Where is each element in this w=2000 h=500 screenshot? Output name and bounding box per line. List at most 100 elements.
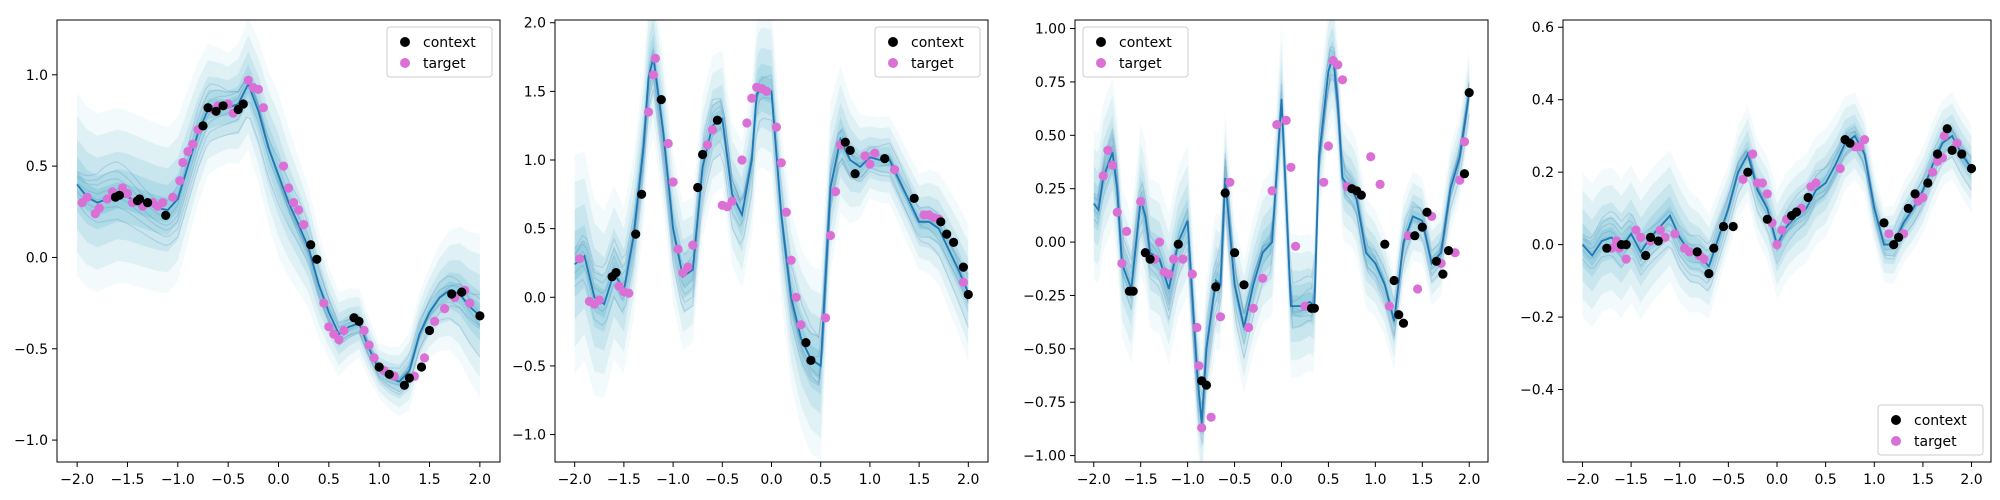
context-point	[399, 380, 409, 390]
y-tick-label: 0.25	[1035, 182, 1066, 198]
context-point	[840, 137, 850, 147]
y-tick-label: 0.75	[1035, 75, 1066, 91]
target-point	[648, 70, 659, 80]
target-point	[1762, 189, 1772, 199]
x-tick-label: 2.0	[957, 472, 979, 488]
target-point	[1384, 301, 1394, 311]
legend-target-marker	[888, 58, 898, 68]
legend-context-marker	[1891, 415, 1901, 425]
x-tick-label: 0.5	[1815, 472, 1837, 488]
x-tick-label: 1.0	[368, 472, 390, 488]
target-point	[1655, 225, 1665, 235]
context-point	[1417, 222, 1427, 232]
context-point	[801, 338, 811, 348]
context-point	[1309, 303, 1319, 313]
plot-area	[1581, 92, 1977, 328]
context-point	[1239, 280, 1249, 290]
target-point	[1403, 231, 1413, 241]
target-point	[1928, 167, 1938, 177]
context-point	[880, 154, 890, 164]
target-point	[668, 177, 678, 187]
x-tick-label: 1.0	[1863, 472, 1885, 488]
target-point	[1811, 178, 1821, 188]
context-point	[1942, 124, 1952, 134]
context-point	[135, 194, 145, 204]
context-point	[1173, 239, 1183, 249]
chart-panel-1: −2.0 −1.5 −1.0 −0.5 0.0 0.5 1.0 1.5 2.0 −1.0 −0.5 0…	[14, 19, 501, 488]
y-tick-label: −0.25	[1023, 288, 1066, 304]
target-point	[1122, 226, 1132, 236]
context-point	[1728, 221, 1738, 232]
target-point	[796, 320, 806, 330]
sample-curve	[574, 49, 969, 339]
legend-target-marker	[1891, 436, 1901, 446]
y-tick-label: −0.50	[1023, 342, 1066, 358]
target-point	[1772, 240, 1782, 250]
x-tick-label: −1.0	[1663, 472, 1697, 488]
target-point	[1164, 269, 1174, 279]
context-point	[1431, 256, 1441, 266]
context-point	[416, 362, 427, 372]
y-tick-label: −0.5	[512, 359, 546, 375]
context-point	[1910, 189, 1920, 199]
y-tick-label: −0.75	[1023, 395, 1066, 411]
chart-panel-3: −2.0 −1.5 −1.0 −0.5 0.0 0.5 1.0 1.5 2.0 −1.00 −0.7…	[1023, 19, 1489, 488]
context-point	[457, 287, 467, 297]
target-point	[1333, 60, 1343, 70]
target-point	[1169, 254, 1179, 264]
context-point	[374, 362, 384, 372]
target-point	[1459, 137, 1470, 147]
target-point	[776, 158, 786, 168]
target-point	[1670, 229, 1680, 239]
target-point	[359, 325, 369, 336]
context-point	[958, 262, 969, 272]
target-point	[742, 118, 752, 128]
y-tick-label: 0.0	[1532, 238, 1554, 254]
uncertainty-band	[574, 20, 969, 438]
target-point	[1631, 225, 1641, 235]
target-point	[1286, 162, 1296, 172]
target-point	[1777, 225, 1787, 235]
context-point	[1957, 149, 1967, 159]
context-point	[1709, 243, 1719, 253]
context-point	[1422, 207, 1432, 217]
target-point	[1194, 361, 1204, 371]
target-point	[1154, 237, 1165, 247]
y-tick-label: 1.0	[26, 68, 48, 84]
x-tick-label: −0.5	[211, 472, 245, 488]
target-point	[1281, 115, 1291, 125]
target-point	[1206, 412, 1216, 422]
target-point	[1918, 192, 1928, 203]
y-tick-label: 0.5	[26, 159, 48, 175]
target-point	[727, 196, 737, 206]
target-point	[1107, 160, 1118, 170]
target-point	[1738, 174, 1748, 184]
context-point	[631, 229, 641, 239]
target-point	[825, 230, 836, 241]
context-point	[1398, 318, 1409, 328]
target-point	[1939, 131, 1949, 141]
target-point	[1835, 163, 1845, 174]
x-tick-label: −0.5	[1218, 472, 1252, 488]
x-tick-label: 0.5	[810, 472, 832, 488]
x-tick-label: −1.5	[110, 472, 144, 488]
target-point	[253, 84, 263, 94]
target-point	[1660, 232, 1670, 242]
target-point	[299, 220, 309, 230]
target-point	[278, 161, 289, 171]
target-point	[643, 107, 654, 117]
target-point	[889, 165, 900, 175]
context-point	[1704, 269, 1714, 279]
target-point	[94, 203, 104, 213]
legend-target-marker	[1096, 58, 1106, 68]
context-point	[114, 190, 124, 200]
target-point	[1248, 303, 1258, 313]
target-point	[258, 103, 268, 113]
context-point	[198, 121, 208, 131]
context-point	[312, 254, 322, 264]
context-point	[1621, 240, 1631, 250]
y-tick-label: 1.00	[1035, 22, 1066, 38]
target-point	[575, 254, 585, 264]
target-point	[339, 325, 349, 336]
target-point	[183, 146, 193, 157]
